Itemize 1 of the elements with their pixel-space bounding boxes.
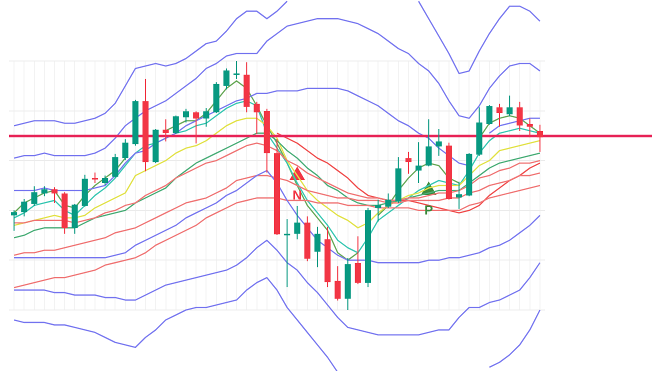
series-label: N (292, 188, 302, 203)
